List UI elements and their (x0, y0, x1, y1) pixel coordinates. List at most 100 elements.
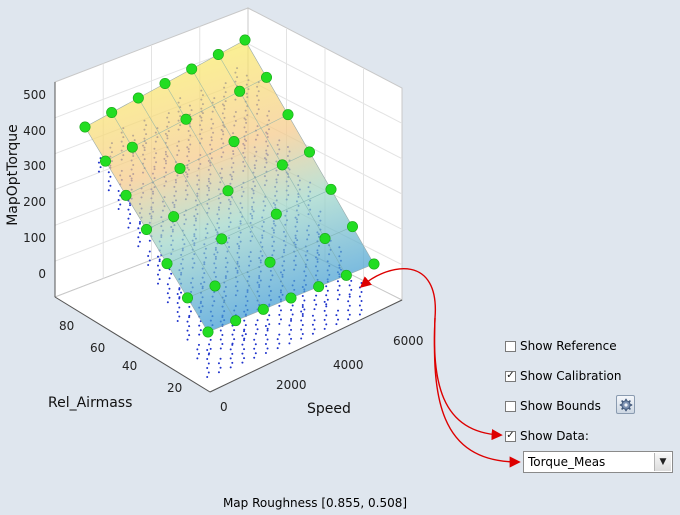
checkbox-box[interactable] (505, 400, 516, 412)
x-axis-label: Speed (307, 401, 351, 417)
data-point (254, 343, 257, 346)
data-point (233, 329, 236, 332)
data-point (253, 347, 256, 350)
calibration-point[interactable] (340, 269, 352, 281)
data-point (221, 342, 224, 345)
calibration-point[interactable] (120, 189, 132, 201)
calibration-point[interactable] (228, 136, 240, 148)
data-point (288, 324, 291, 327)
check-icon[interactable]: ✓ (505, 370, 516, 382)
calibration-point[interactable] (303, 146, 315, 158)
calibration-point[interactable] (212, 48, 224, 60)
calibration-point[interactable] (234, 85, 246, 97)
data-point (313, 299, 316, 302)
data-point (254, 352, 257, 355)
data-point (253, 356, 256, 359)
calibration-point[interactable] (141, 224, 153, 236)
checkbox-box[interactable] (505, 340, 516, 352)
data-point (168, 287, 171, 290)
data-point (176, 319, 179, 322)
data-point (290, 317, 293, 320)
data-select-dropdown[interactable]: Torque_Meas ▼ (523, 451, 673, 473)
data-point (358, 304, 361, 307)
check-icon[interactable]: ✓ (505, 430, 516, 442)
show-data-checkbox[interactable]: ✓ Show Data: (505, 429, 589, 443)
data-point (266, 338, 269, 341)
calibration-point[interactable] (161, 258, 173, 270)
data-point (276, 347, 279, 350)
data-point (243, 328, 246, 331)
bounds-settings-button[interactable] (616, 395, 635, 414)
z-tick-label: 100 (23, 231, 46, 245)
x-tick-label: 6000 (393, 334, 424, 348)
calibration-point[interactable] (264, 256, 276, 268)
data-point (186, 329, 189, 332)
data-point (148, 239, 151, 242)
calibration-point[interactable] (168, 211, 180, 223)
calibration-point[interactable] (285, 292, 297, 304)
data-point (335, 323, 338, 326)
data-point (348, 304, 351, 307)
x-tick-labels: 0 2000 4000 6000 (220, 334, 424, 414)
calibration-point[interactable] (346, 221, 358, 233)
calibration-point[interactable] (368, 258, 380, 270)
data-point (350, 288, 353, 291)
data-point (119, 203, 122, 206)
data-point (158, 258, 161, 261)
data-point (166, 283, 169, 286)
calibration-point[interactable] (202, 326, 214, 338)
data-point (178, 287, 181, 290)
z-tick-label: 200 (23, 195, 46, 209)
calibration-point[interactable] (239, 34, 251, 46)
show-calibration-checkbox[interactable]: ✓ Show Calibration (505, 369, 621, 383)
calibration-point[interactable] (174, 162, 186, 174)
data-point (279, 318, 282, 321)
data-point (129, 222, 132, 225)
calibration-point[interactable] (222, 185, 234, 197)
data-point (338, 293, 341, 296)
data-point (303, 308, 306, 311)
data-point (127, 208, 130, 211)
data-point (278, 333, 281, 336)
data-point (207, 371, 210, 374)
data-point (138, 231, 141, 234)
calibration-point[interactable] (216, 233, 228, 245)
chevron-down-icon[interactable]: ▼ (654, 453, 671, 471)
calibration-point[interactable] (319, 233, 331, 245)
calibration-point[interactable] (182, 292, 194, 304)
calibration-point[interactable] (282, 109, 294, 121)
data-point (256, 328, 259, 331)
calibration-point[interactable] (276, 159, 288, 171)
calibration-point[interactable] (313, 281, 325, 293)
data-point (219, 338, 222, 341)
data-point (231, 352, 234, 355)
data-point (229, 348, 232, 351)
y-tick-label: 60 (90, 341, 105, 355)
data-point (256, 319, 259, 322)
calibration-point[interactable] (209, 280, 221, 292)
show-bounds-checkbox[interactable]: Show Bounds (505, 399, 601, 413)
data-point (243, 337, 246, 340)
data-point (176, 292, 179, 295)
calibration-point[interactable] (132, 92, 144, 104)
x-tick-label: 4000 (333, 358, 364, 372)
calibration-point[interactable] (260, 71, 272, 83)
calibration-point[interactable] (159, 78, 171, 90)
calibration-point[interactable] (100, 155, 112, 167)
calibration-point[interactable] (270, 208, 282, 220)
data-point (264, 342, 267, 345)
calibration-point[interactable] (180, 113, 192, 125)
data-point (360, 281, 363, 284)
data-point (358, 313, 361, 316)
calibration-point[interactable] (126, 141, 138, 153)
calibration-point[interactable] (257, 303, 269, 315)
data-point (168, 296, 171, 299)
calibration-point[interactable] (230, 315, 242, 327)
calibration-point[interactable] (106, 107, 118, 119)
show-reference-checkbox[interactable]: Show Reference (505, 339, 617, 353)
data-point (219, 366, 222, 369)
calibration-point[interactable] (79, 121, 91, 133)
calibration-point[interactable] (186, 63, 198, 75)
calibration-point[interactable] (325, 183, 337, 195)
